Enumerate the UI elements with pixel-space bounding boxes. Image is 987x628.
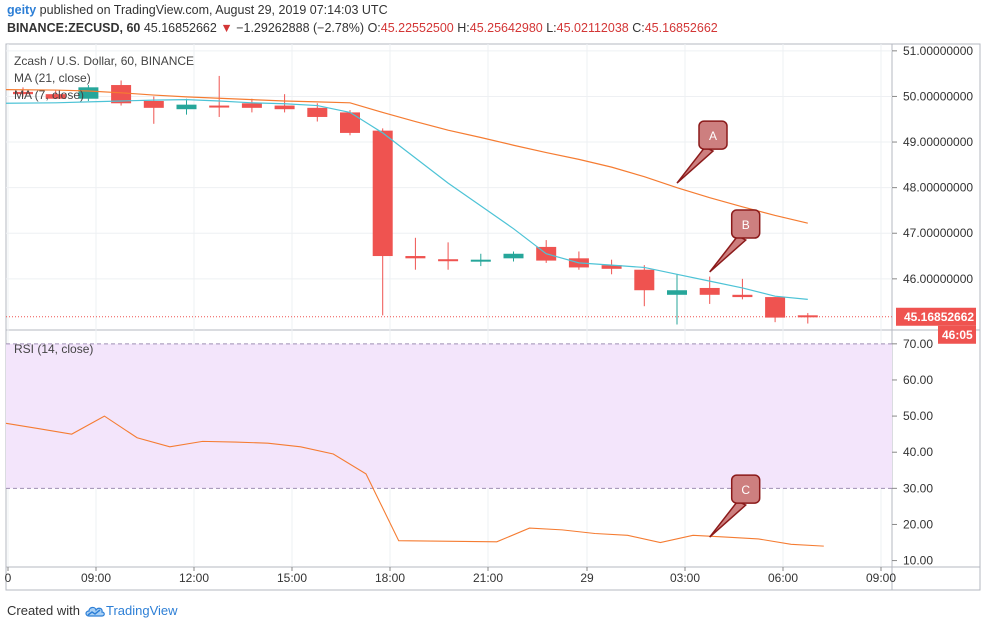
candle-down <box>340 112 360 133</box>
candle-down <box>209 105 230 108</box>
candle-down <box>601 265 622 269</box>
time-tick-label: 0 <box>5 571 12 585</box>
last-price-label: 45.16852662 <box>904 310 974 324</box>
price-tick-label: 46.00000000 <box>903 272 973 286</box>
time-tick-label: 09:00 <box>81 571 111 585</box>
rsi-tick-label: 30.00 <box>903 481 933 495</box>
time-tick-label: 21:00 <box>473 571 503 585</box>
tradingview-logo[interactable]: TradingView <box>84 603 178 618</box>
time-tick-label: 15:00 <box>277 571 307 585</box>
symbol: BINANCE:ZECUSD, 60 <box>7 21 141 35</box>
annotation-c-label: C <box>741 483 750 497</box>
close-label: C: <box>632 21 645 35</box>
annotation-c-pointer <box>709 500 748 538</box>
candle-up <box>470 259 491 262</box>
candle-down <box>45 94 66 99</box>
candle-down <box>438 259 459 262</box>
candle-down <box>143 101 164 108</box>
rsi-line <box>5 415 824 547</box>
author-name[interactable]: geity <box>7 3 37 17</box>
price-tick-label: 51.00000000 <box>903 44 973 58</box>
annotation-a-box <box>698 120 728 150</box>
high-label: H: <box>457 21 470 35</box>
last-price: 45.16852662 <box>143 21 217 35</box>
open-value: 45.22552500 <box>380 21 454 35</box>
candle-down <box>372 130 393 257</box>
tradingview-cloud-icon <box>85 606 105 617</box>
candle-down <box>307 107 328 117</box>
ma7-line <box>5 99 808 300</box>
price-tick-label: 50.00000000 <box>903 89 973 103</box>
rsi-band <box>6 343 892 489</box>
candle-down <box>241 103 262 108</box>
ma21-line <box>5 89 808 224</box>
candle-down <box>274 105 295 110</box>
time-tick-label: 29 <box>580 571 594 585</box>
rsi-tick-label: 40.00 <box>903 445 933 459</box>
countdown-label: 46:05 <box>942 328 973 342</box>
candle-up <box>78 87 99 99</box>
candle-down <box>732 294 753 298</box>
time-tick-label: 09:00 <box>866 571 896 585</box>
price-tick-label: 49.00000000 <box>903 135 973 149</box>
tradingview-brand: TradingView <box>105 603 178 618</box>
time-tick-label: 12:00 <box>179 571 209 585</box>
countdown-badge <box>938 325 976 344</box>
time-tick-label: 03:00 <box>670 571 700 585</box>
high-value: 45.25642980 <box>469 21 543 35</box>
annotation-c-box <box>730 474 761 504</box>
price-tick-label: 47.00000000 <box>903 226 973 240</box>
ma7-legend: MA (7, close) <box>14 88 84 102</box>
candle-up <box>667 290 687 295</box>
rsi-tick-label: 50.00 <box>903 409 933 423</box>
annotation-b-box <box>730 209 761 239</box>
close-value: 45.16852662 <box>644 21 718 35</box>
last-price-badge <box>896 307 976 326</box>
time-tick-label: 06:00 <box>768 571 798 585</box>
ma21-legend: MA (21, close) <box>14 71 91 85</box>
chart-canvas[interactable]: 51.00000000 50.00000000 49.00000000 48.0000… <box>0 0 987 600</box>
open-label: O: <box>367 21 381 35</box>
price-tick-label: 48.00000000 <box>903 181 973 195</box>
symbol-line: BINANCE:ZECUSD, 60 45.16852662 ▼ −1.2926… <box>7 21 718 35</box>
time-tick-label: 18:00 <box>375 571 405 585</box>
low-value: 45.02112038 <box>556 21 629 35</box>
candle-down <box>405 256 426 259</box>
footer: Created with TradingView <box>7 603 178 618</box>
rsi-tick-label: 60.00 <box>903 373 933 387</box>
annotation-b-label: B <box>742 218 750 232</box>
annotation-b-pointer <box>709 235 748 273</box>
price-change: −1.29262888 (−2.78%) <box>236 21 365 35</box>
rsi-tick-label: 10.00 <box>903 554 933 568</box>
annotation-a-label: A <box>709 129 717 143</box>
low-label: L: <box>546 21 557 35</box>
created-with-text: Created with <box>7 603 80 618</box>
publish-line: geity published on TradingView.com, Augu… <box>7 3 388 17</box>
annotation-a-pointer <box>676 146 715 184</box>
candle-down <box>634 269 655 291</box>
candle-down <box>13 91 33 95</box>
candle-down <box>765 297 786 318</box>
candle-down <box>111 85 132 104</box>
rsi-title: RSI (14, close) <box>14 342 93 356</box>
down-arrow-icon: ▼ <box>220 21 233 35</box>
chart-title: Zcash / U.S. Dollar, 60, BINANCE <box>14 54 194 68</box>
rsi-tick-label: 70.00 <box>903 337 933 351</box>
candle-up <box>503 253 524 259</box>
rsi-tick-label: 20.00 <box>903 517 933 531</box>
published-text: published on TradingView.com, August 29,… <box>39 3 388 17</box>
candle-up <box>176 104 197 110</box>
candle-down <box>699 287 720 295</box>
